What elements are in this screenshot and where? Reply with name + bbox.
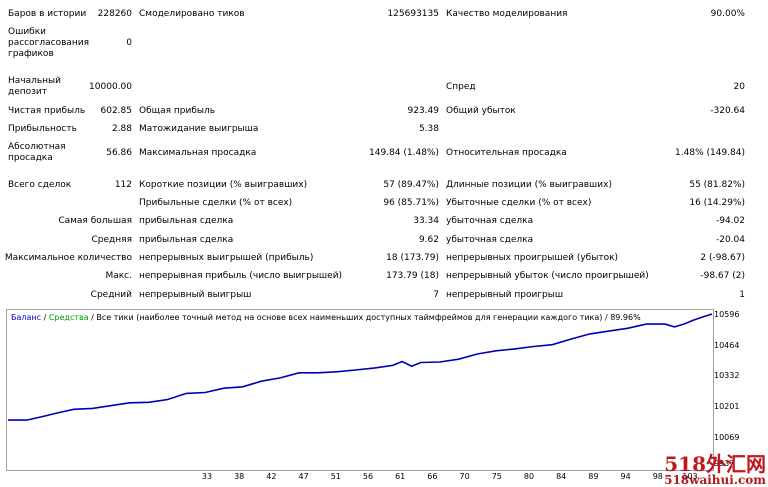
loss-trades-label: Убыточные сделки (% от всех) <box>446 198 592 208</box>
net-profit-value: 602.85 <box>100 106 133 116</box>
total-trades-label: Всего сделок <box>8 180 72 190</box>
y-tick-label: 10069 <box>714 433 740 443</box>
avg-consec-wins-value: 7 <box>433 290 439 300</box>
quality-value: 90.00% <box>710 9 745 19</box>
gross-profit-label: Общая прибыль <box>139 106 216 116</box>
x-tick-label: 42 <box>266 472 277 481</box>
y-tick-label: 9937 <box>714 459 735 468</box>
x-tick-label: 94 <box>620 472 631 481</box>
spread-value: 20 <box>733 82 745 92</box>
deposit-label: Начальный депозит <box>8 76 62 97</box>
abs-drawdown-value: 56.86 <box>106 148 132 158</box>
bars-label: Баров в истории <box>8 9 87 19</box>
x-tick-label: 61 <box>395 472 406 481</box>
strategy-report: Баров в истории 228260 Смоделировано тик… <box>4 9 745 300</box>
expected-payoff-value: 5.38 <box>418 124 439 134</box>
long-positions-label: Длинные позиции (% выигравших) <box>446 180 612 190</box>
balance-chart-plot <box>8 313 713 421</box>
x-tick-label: 33 <box>201 472 213 481</box>
abs-drawdown-label: Абсолютная просадка <box>8 142 66 163</box>
max-consec-loss-label: непрерывный убыток (число проигрышей) <box>446 271 649 281</box>
y-tick-label: 10332 <box>714 371 740 381</box>
deposit-value: 10000.00 <box>89 82 132 92</box>
max-drawdown-value: 149.84 (1.48%) <box>369 148 439 158</box>
x-tick-label: 80 <box>523 472 535 481</box>
profit-factor-value: 2.88 <box>111 124 132 134</box>
x-tick-label: 84 <box>556 472 567 481</box>
bars-value: 228260 <box>97 9 132 19</box>
max-count-label: Максимальное количество <box>4 253 132 263</box>
avg-consec-losses-value: 1 <box>739 290 745 300</box>
net-profit-label: Чистая прибыль <box>8 106 86 116</box>
profit-factor-label: Прибыльность <box>8 124 77 134</box>
x-tick-label: 51 <box>330 472 341 481</box>
legend-balance: Баланс <box>11 313 42 322</box>
gross-loss-value: -320.64 <box>710 106 745 116</box>
short-positions-label: Короткие позиции (% выигравших) <box>139 180 308 190</box>
ticks-label: Смоделировано тиков <box>139 9 245 19</box>
max-consec-wins-value: 18 (173.79) <box>386 253 439 263</box>
quality-label: Качество моделирования <box>446 9 568 19</box>
y-tick-label: 10201 <box>714 402 740 412</box>
max-consec-profit-value: 173.79 (18) <box>386 271 439 281</box>
watermark-line1: 518外汇网 <box>664 452 766 476</box>
y-axis: 10596 10464 10332 10201 10069 9937 <box>712 309 768 469</box>
rel-drawdown-label: Относительная просадка <box>446 148 567 158</box>
spread-label: Спред <box>446 82 476 92</box>
average-loss-value: -20.04 <box>715 235 745 245</box>
x-axis: 33 38 42 47 51 56 61 66 70 75 80 84 89 94 98 103 <box>196 469 716 487</box>
max-consec-losses-label: непрерывных проигрышей (убыток) <box>446 253 619 263</box>
avg-consec-losses-label: непрерывный проигрыш <box>446 290 564 300</box>
gross-profit-value: 923.49 <box>407 106 440 116</box>
legend-separator: / <box>41 313 49 322</box>
profit-trades-value: 96 (85.71%) <box>383 198 439 208</box>
balance-chart: Баланс / Средства / Все тики (наиболее т… <box>6 309 714 471</box>
x-tick-label: 66 <box>427 472 438 481</box>
largest-profit-value: 33.34 <box>413 216 439 226</box>
max-consec-loss-value: -98.67 (2) <box>700 271 745 281</box>
rel-drawdown-value: 1.48% (149.84) <box>675 148 745 158</box>
x-tick-label: 70 <box>459 472 470 481</box>
x-tick-label: 98 <box>652 472 663 481</box>
max-drawdown-label: Максимальная просадка <box>139 148 257 158</box>
x-tick-label: 47 <box>298 472 309 481</box>
errors-label: Ошибки рассогласования графиков <box>8 27 90 59</box>
max-consec-profit-label: непрерывная прибыль (число выигрышей) <box>139 271 343 281</box>
y-tick-label: 10596 <box>714 309 740 319</box>
legend-description: / Все тики (наиболее точный метод на осн… <box>88 313 641 322</box>
x-tick-label: 103 <box>682 472 698 481</box>
chart-legend: Баланс / Средства / Все тики (наиболее т… <box>11 313 641 323</box>
average-loss-label: убыточная сделка <box>446 235 534 245</box>
x-tick-label: 38 <box>234 472 245 481</box>
expected-payoff-label: Матожидание выигрыша <box>139 124 259 134</box>
max-label: Макс. <box>105 271 132 281</box>
average-label: Средняя <box>91 235 132 245</box>
max-consec-wins-label: непрерывных выигрышей (прибыль) <box>139 253 314 263</box>
largest-profit-label: прибыльная сделка <box>139 216 234 226</box>
y-tick-label: 10464 <box>714 340 740 350</box>
x-tick-label: 56 <box>362 472 374 481</box>
gross-loss-label: Общий убыток <box>446 106 516 116</box>
short-positions-value: 57 (89.47%) <box>383 180 439 190</box>
errors-value: 0 <box>126 38 132 48</box>
average-profit-value: 9.62 <box>418 235 439 245</box>
largest-loss-value: -94.02 <box>715 216 745 226</box>
x-tick-label: 89 <box>588 472 599 481</box>
site-watermark: 518外汇网 518waihui.com <box>664 454 766 486</box>
legend-equity: Средства <box>48 313 89 322</box>
watermark-line2: 518waihui.com <box>664 473 766 487</box>
series-line-0 <box>8 313 713 421</box>
total-trades-value: 112 <box>114 180 132 190</box>
long-positions-value: 55 (81.82%) <box>689 180 745 190</box>
largest-label: Самая большая <box>58 216 132 226</box>
profit-trades-label: Прибыльные сделки (% от всех) <box>139 198 293 208</box>
x-tick-label: 75 <box>491 472 502 481</box>
loss-trades-value: 16 (14.29%) <box>689 198 745 208</box>
ticks-value: 125693135 <box>387 9 439 19</box>
average-profit-label: прибыльная сделка <box>139 235 234 245</box>
largest-loss-label: убыточная сделка <box>446 216 534 226</box>
avg-label: Средний <box>90 290 132 300</box>
avg-consec-wins-label: непрерывный выигрыш <box>139 290 252 300</box>
max-consec-losses-value: 2 (-98.67) <box>700 253 745 263</box>
